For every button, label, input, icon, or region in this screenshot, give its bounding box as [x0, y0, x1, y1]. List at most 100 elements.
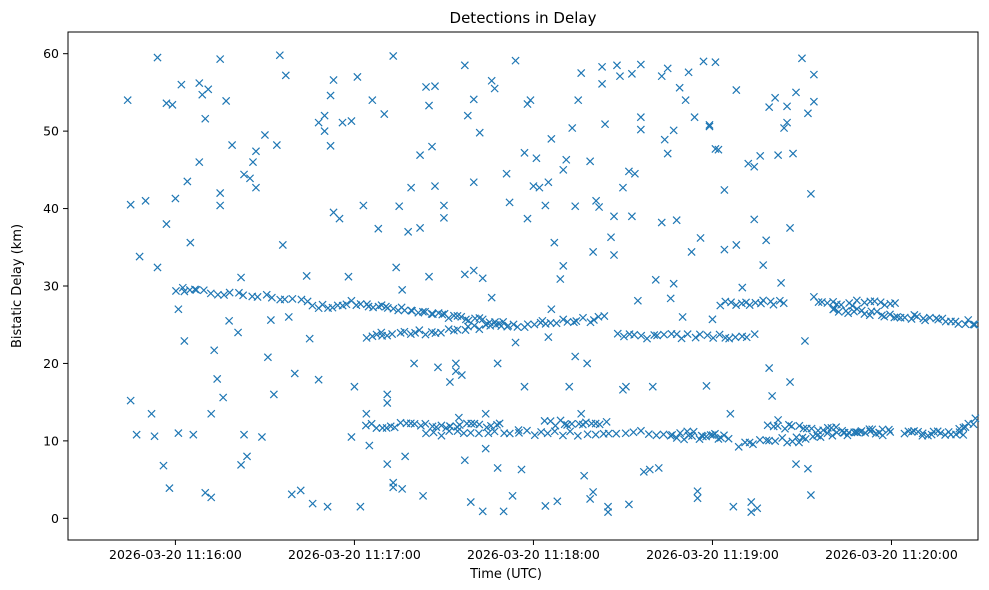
data-point [135, 252, 144, 261]
data-point [786, 223, 795, 232]
data-point [672, 433, 681, 443]
data-point [275, 51, 284, 60]
y-tick-label-1: 10 [43, 433, 59, 448]
data-point [720, 185, 729, 194]
data-point [969, 420, 978, 429]
y-tick-label-5: 50 [43, 124, 59, 139]
data-point [242, 452, 252, 461]
data-point [705, 120, 714, 129]
data-point [342, 300, 351, 309]
data-point [537, 427, 546, 437]
data-point [891, 299, 900, 308]
data-point [174, 305, 183, 314]
data-point [698, 432, 707, 441]
data-point [445, 422, 454, 431]
data-point [454, 413, 463, 422]
data-point [436, 328, 445, 337]
data-point [806, 491, 815, 500]
data-point [702, 432, 711, 441]
data-point [629, 428, 638, 437]
data-point [482, 423, 491, 432]
data-point [541, 201, 550, 210]
data-point [411, 328, 420, 337]
data-point [362, 333, 371, 342]
data-point [240, 430, 249, 439]
data-point [430, 82, 440, 91]
data-point [460, 61, 469, 70]
data-point [523, 320, 532, 329]
data-point [201, 488, 210, 497]
data-point [475, 325, 484, 334]
data-point [544, 178, 553, 187]
data-point [263, 353, 272, 362]
data-point [659, 430, 668, 439]
data-point [237, 273, 246, 282]
data-point [260, 130, 269, 140]
data-point [738, 283, 747, 292]
data-point [251, 147, 260, 156]
data-point [580, 471, 589, 480]
data-point [453, 325, 462, 334]
data-point [645, 465, 654, 474]
data-point [329, 208, 338, 217]
data-point [663, 149, 672, 158]
data-point [199, 286, 208, 295]
data-point [353, 72, 362, 81]
data-point [552, 319, 561, 328]
data-point [925, 313, 934, 322]
data-point [969, 320, 978, 329]
data-point [165, 484, 174, 493]
data-point [876, 298, 885, 307]
data-point [195, 158, 204, 167]
data-point [583, 359, 592, 368]
data-point [493, 420, 502, 429]
data-point [314, 375, 323, 384]
data-point [659, 330, 668, 339]
data-point [410, 359, 419, 368]
data-point [481, 444, 490, 453]
data-point [630, 330, 639, 339]
data-point [624, 500, 633, 509]
data-point [636, 125, 645, 134]
data-point [530, 320, 539, 329]
data-point [460, 270, 469, 279]
data-point [637, 331, 646, 340]
data-point [877, 311, 886, 320]
data-point [297, 295, 306, 304]
data-point [308, 301, 317, 310]
data-point [162, 99, 171, 108]
data-point [424, 272, 434, 281]
data-point [745, 301, 754, 310]
data-point [612, 429, 621, 438]
data-point [432, 423, 441, 432]
data-point [424, 101, 434, 110]
data-point [787, 422, 796, 431]
data-point [861, 428, 870, 437]
data-point [497, 322, 506, 331]
data-point [643, 334, 652, 343]
data-point [213, 374, 222, 383]
data-point [765, 364, 774, 373]
data-point [466, 498, 475, 507]
data-point [794, 438, 804, 447]
data-point [657, 72, 666, 81]
data-point [693, 494, 702, 503]
data-point [612, 61, 622, 70]
data-point [583, 430, 592, 439]
data-point [800, 336, 809, 346]
data-point [132, 430, 141, 439]
data-point [759, 296, 768, 305]
data-point [338, 118, 347, 127]
data-point [189, 430, 198, 439]
data-point [716, 301, 725, 310]
data-point [470, 321, 479, 330]
data-point [416, 151, 425, 160]
data-point [478, 274, 487, 283]
data-point [573, 431, 582, 440]
data-point [711, 58, 720, 67]
data-point [866, 427, 875, 436]
data-point [281, 71, 290, 80]
data-point [699, 57, 708, 66]
data-point [269, 390, 278, 399]
data-point [566, 427, 575, 436]
